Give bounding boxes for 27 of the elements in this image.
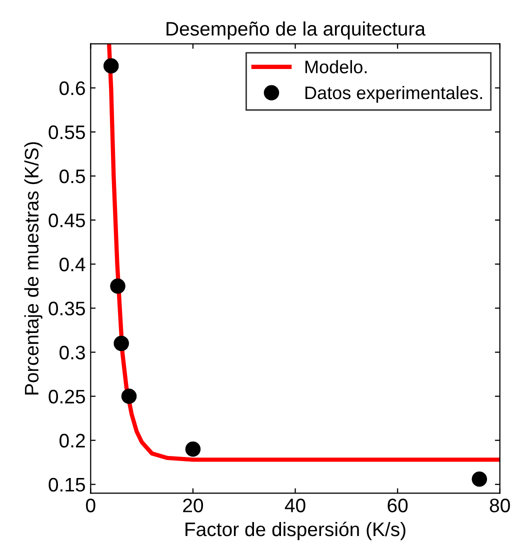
y-tick-label: 0.5	[60, 169, 85, 184]
y-tick-label: 0.6	[60, 81, 85, 96]
y-tick-label: 0.45	[48, 214, 85, 228]
x-tick-label: 0	[86, 498, 96, 512]
point	[103, 58, 119, 74]
x-tick-label: 80	[490, 498, 510, 512]
y-axis-title: Porcentaje de muestras (K/S)	[24, 142, 42, 394]
y-tick-label: 0.35	[48, 302, 85, 316]
x-tick-label: 40	[284, 498, 306, 512]
point	[110, 278, 126, 294]
legend-label: Modelo.	[305, 60, 367, 74]
y-tick-label: 0.15	[48, 478, 85, 492]
legend-label: Datos experimentales.	[305, 86, 482, 103]
chart-title: Desempeño de la arquitectura	[166, 21, 426, 40]
y-tick-label: 0.3	[60, 346, 85, 360]
x-axis-title: Factor de dispersión (K/s)	[186, 522, 406, 540]
point	[185, 442, 201, 457]
y-tick-label: 0.55	[48, 125, 85, 140]
point	[121, 388, 137, 404]
point	[472, 471, 488, 487]
y-tick-label: 0.25	[48, 390, 85, 404]
y-tick-label: 0.2	[60, 434, 85, 448]
y-tick-label: 0.4	[60, 258, 86, 272]
x-tick-label: 60	[388, 498, 408, 512]
x-tick-label: 20	[183, 498, 204, 512]
line-series	[106, 44, 500, 462]
point	[114, 336, 129, 352]
